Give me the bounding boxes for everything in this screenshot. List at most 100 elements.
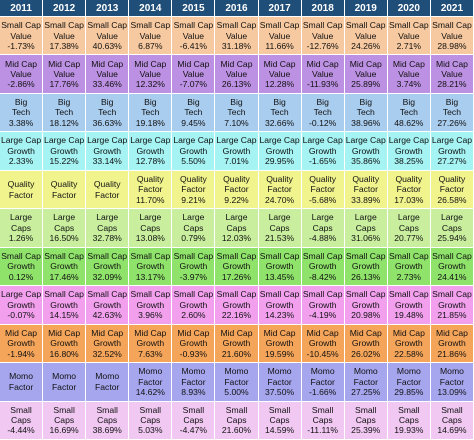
table-cell-2015-rank-2: Mid Cap Value -7.07%: [172, 55, 216, 94]
table-cell-2014-rank-9: Mid Cap Growth 7.63%: [129, 324, 173, 364]
asset-label-line: Quality: [352, 173, 380, 184]
table-cell-2021-rank-5: Quality Factor 26.58%: [430, 170, 474, 210]
asset-label-line: Momo: [52, 371, 77, 382]
return-value: 14.62%: [135, 387, 165, 397]
asset-label-line: Small: [139, 404, 162, 415]
asset-label-line: Growth: [179, 338, 208, 349]
table-cell-2016-rank-5: Quality Factor 9.22%: [215, 170, 259, 210]
return-value: 13.09%: [437, 387, 467, 397]
asset-label-line: Value: [268, 68, 291, 79]
asset-label-line: Momo: [181, 366, 206, 377]
table-cell-2020-rank-1: Small Cap Value 2.71%: [387, 17, 431, 56]
asset-label-line: Factor: [267, 376, 292, 387]
table-cell-2016-rank-11: Small Caps 21.60%: [215, 401, 259, 440]
asset-label-line: Caps: [269, 222, 290, 233]
asset-label-line: Growth: [351, 299, 380, 310]
asset-label-line: Large Cap: [173, 135, 214, 146]
table-cell-2019-rank-3: Big Tech 38.96%: [344, 93, 388, 133]
return-value: 8.93%: [181, 387, 206, 397]
return-value: -12.76%: [306, 40, 339, 51]
asset-label-line: Growth: [136, 299, 165, 310]
table-cell-2018-rank-5: Quality Factor -5.68%: [301, 170, 345, 210]
table-cell-2016-rank-6: Large Caps 12.03%: [215, 209, 259, 248]
table-cell-2021-rank-1: Small Cap Value 28.98%: [430, 17, 474, 56]
asset-label-line: Momo: [396, 366, 421, 377]
table-cell-2013-rank-9: Mid Cap Growth 32.52%: [86, 324, 130, 364]
asset-label-line: Small Cap: [389, 250, 429, 261]
asset-label-line: Growth: [265, 299, 294, 310]
asset-label-line: Large Cap: [130, 135, 171, 146]
return-value: 26.58%: [437, 194, 467, 205]
table-cell-2012-rank-6: Large Caps 16.50%: [43, 209, 87, 248]
return-value: -1.94%: [7, 348, 35, 359]
return-value: 32.52%: [92, 348, 122, 359]
asset-label-line: Momo: [138, 366, 163, 377]
table-cell-2019-rank-10: Momo Factor 27.25%: [344, 363, 388, 402]
table-cell-2012-rank-1: Small Cap Value 17.38%: [43, 17, 87, 56]
asset-label-line: Caps: [226, 222, 247, 233]
asset-label-line: Small Cap: [216, 20, 257, 31]
return-value: 19.59%: [264, 348, 295, 359]
asset-label-line: Growth: [265, 338, 294, 349]
return-value: 11.66%: [265, 40, 294, 51]
return-value: 21.85%: [437, 310, 467, 321]
asset-label-line: Small: [398, 404, 420, 415]
table-cell-2016-rank-7: Small Cap Growth 17.26%: [215, 247, 259, 287]
return-value: -0.93%: [179, 348, 208, 359]
table-cell-2021-rank-3: Big Tech 27.26%: [430, 93, 474, 133]
table-cell-2018-rank-2: Mid Cap Value -11.93%: [301, 55, 345, 94]
asset-label-line: Large Cap: [302, 135, 343, 146]
return-value: 35.86%: [351, 156, 381, 167]
asset-label-line: Large Cap: [431, 135, 473, 146]
asset-label-line: Big: [359, 97, 372, 108]
return-value: 29.85%: [394, 387, 424, 397]
return-value: 5.50%: [181, 156, 206, 167]
asset-label-line: Growth: [265, 261, 294, 272]
asset-label-line: Growth: [351, 338, 380, 349]
return-value: 13.17%: [135, 271, 165, 282]
asset-label-line: Factor: [181, 184, 206, 195]
asset-label-line: Large: [139, 212, 162, 223]
return-value: 3.38%: [8, 117, 34, 128]
asset-label-line: Small Cap: [345, 20, 386, 31]
return-value: -0.07%: [7, 310, 35, 321]
return-value: 14.23%: [264, 310, 295, 321]
return-value: 20.98%: [351, 310, 381, 321]
asset-label-line: Quality: [309, 173, 337, 184]
return-value: -4.47%: [179, 425, 208, 436]
table-cell-2017-rank-8: Small Cap Growth 14.23%: [258, 286, 302, 325]
asset-label-line: Value: [182, 68, 205, 79]
return-value: 31.06%: [351, 233, 381, 244]
return-value: 16.50%: [49, 233, 79, 244]
table-cell-2017-rank-6: Large Caps 21.53%: [258, 209, 302, 248]
asset-label-line: Large Cap: [216, 135, 257, 146]
table-cell-2017-rank-4: Large Cap Growth 29.95%: [258, 132, 302, 171]
asset-label-line: Big: [57, 97, 71, 108]
asset-label-line: Growth: [136, 145, 165, 156]
asset-label-line: Small Cap: [302, 20, 343, 31]
asset-label-line: Factor: [138, 184, 163, 195]
asset-label-line: Quality: [223, 173, 250, 184]
return-value: 13.45%: [264, 271, 295, 282]
asset-label-line: Caps: [183, 415, 204, 426]
asset-label-line: Growth: [93, 145, 122, 156]
asset-label-line: Growth: [438, 338, 466, 349]
asset-label-line: Growth: [351, 261, 380, 272]
return-value: 7.01%: [224, 156, 249, 167]
table-cell-2018-rank-6: Large Caps -4.88%: [301, 209, 345, 248]
asset-label-line: Caps: [183, 222, 204, 233]
table-cell-2016-rank-8: Small Cap Growth 22.16%: [215, 286, 259, 325]
asset-label-line: Value: [311, 30, 334, 41]
return-value: 27.27%: [437, 156, 467, 167]
table-cell-2017-rank-1: Small Cap Value 11.66%: [258, 17, 302, 56]
asset-label-line: Caps: [312, 222, 333, 233]
asset-label-line: Momo: [440, 366, 464, 377]
table-cell-2018-rank-1: Small Cap Value -12.76%: [301, 17, 345, 56]
return-value: 27.26%: [437, 117, 467, 128]
asset-label-line: Value: [398, 30, 420, 41]
table-cell-2019-rank-2: Mid Cap Value 25.89%: [344, 55, 388, 94]
table-cell-2014-rank-4: Large Cap Growth 12.78%: [129, 132, 173, 171]
asset-label-line: Small Cap: [130, 289, 171, 300]
return-value: 48.62%: [394, 117, 424, 128]
asset-label-line: Small Cap: [432, 250, 472, 261]
